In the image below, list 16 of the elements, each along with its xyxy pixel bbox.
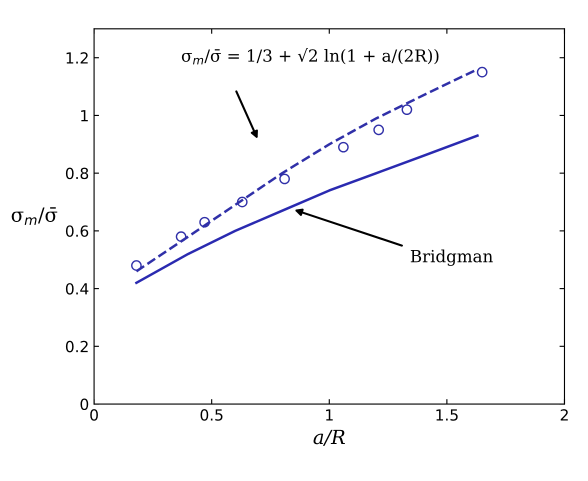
- y-tick-label: 0: [80, 398, 88, 410]
- x-tick-label: 0.5: [200, 409, 222, 421]
- x-tick-label: 2: [560, 409, 568, 421]
- x-tick-label: 0: [90, 409, 98, 421]
- y-tick-label: 0.4: [66, 283, 88, 295]
- annotation: σ$_{m}$/σ̄ = 1/3 + √2 ln(1 + a/(2R)): [182, 48, 438, 64]
- annotation: Bridgman: [410, 250, 493, 266]
- y-tick-label: 0.8: [66, 168, 88, 180]
- y-tick-label: 1: [81, 110, 88, 122]
- y-tick-label: 1.2: [66, 52, 88, 64]
- x-tick-label: 1: [326, 409, 333, 421]
- y-tick-label: 0.6: [66, 225, 88, 237]
- y-axis-title: σ$_{m}$/σ̄: [12, 207, 58, 225]
- y-tick-label: 0.2: [66, 340, 88, 352]
- x-tick-label: 1.5: [436, 409, 458, 421]
- x-axis-title: a/R: [314, 430, 345, 446]
